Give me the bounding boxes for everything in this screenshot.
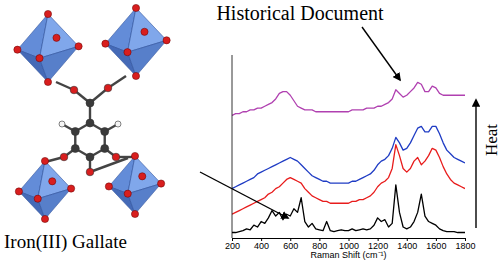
arrow: [362, 27, 400, 80]
oxygen-atom: [41, 157, 48, 164]
octahedron-face: [128, 184, 161, 214]
spectrum-line: [232, 82, 465, 115]
oxygen-atom: [44, 10, 51, 17]
x-tick: 1600: [426, 238, 446, 251]
x-tick-label: 1400: [397, 241, 417, 251]
x-tick: 400: [254, 238, 269, 251]
oxygen-atom: [68, 185, 75, 192]
oxygen-atom: [49, 178, 56, 185]
x-tick-label: 1600: [426, 241, 446, 251]
annotation: Historical Document: [216, 2, 384, 24]
hydrogen-atom: [59, 121, 65, 127]
oxygen-atom: [163, 37, 170, 44]
carbon-atom: [101, 145, 109, 153]
oxygen-atom: [70, 86, 78, 94]
oxygen-atom: [131, 210, 138, 217]
oxygen-atom: [124, 190, 131, 197]
arrow: [200, 172, 288, 218]
octahedron-face: [128, 40, 167, 76]
carbon-atom: [101, 128, 109, 136]
oxygen-atom: [75, 43, 82, 50]
octahedron: [15, 157, 74, 222]
oxygen-atom: [105, 183, 112, 190]
octahedron: [14, 10, 82, 85]
oxygen-atom: [132, 4, 139, 11]
y-axis-line: [232, 55, 233, 238]
arrow: [475, 100, 476, 228]
oxygen-atom: [112, 153, 120, 161]
oxygen-atom: [60, 153, 68, 161]
oxygen-atom: [131, 152, 138, 159]
spectrum-line: [232, 145, 465, 215]
oxygen-atom: [14, 46, 21, 53]
annotation: Iron(III) Gallate: [4, 231, 127, 253]
oxygen-atom: [36, 55, 43, 62]
oxygen-atom: [139, 173, 146, 180]
x-tick-label: 400: [254, 241, 269, 251]
carbon-atom: [71, 145, 79, 153]
molecule: [14, 4, 170, 222]
x-tick: 1400: [397, 238, 417, 251]
x-tick-label: 200: [225, 241, 240, 251]
carbon-atom: [71, 128, 79, 136]
oxygen-atom: [124, 49, 131, 56]
figure: 20040060080010001200140016001800Raman Sh…: [0, 0, 500, 261]
octahedron: [105, 152, 164, 217]
carbon-atom: [86, 119, 94, 127]
oxygen-atom: [102, 40, 109, 47]
x-tick-label: 1800: [455, 241, 475, 251]
octahedron-face: [40, 46, 79, 82]
annotation: Heat: [482, 124, 500, 156]
x-tick: 200: [225, 238, 240, 251]
x-tick: 1800: [455, 238, 475, 251]
octahedron-face: [38, 189, 71, 219]
oxygen-atom: [15, 188, 22, 195]
octahedron: [102, 4, 170, 79]
hydrogen-atom: [115, 121, 121, 127]
oxygen-atom: [158, 180, 165, 187]
spectrum-line: [232, 185, 465, 233]
oxygen-atom: [86, 168, 94, 176]
carbon-atom: [86, 153, 94, 161]
spectrum-line: [232, 126, 465, 188]
oxygen-atom: [41, 215, 48, 222]
oxygen-atom: [53, 34, 60, 41]
x-tick-label: 600: [283, 241, 298, 251]
carbon-atom: [86, 99, 94, 107]
x-tick: 600: [283, 238, 298, 251]
oxygen-atom: [44, 78, 51, 85]
plot-area: [232, 82, 465, 232]
oxygen-atom: [104, 84, 112, 92]
bond: [90, 158, 128, 172]
oxygen-atom: [34, 195, 41, 202]
oxygen-atom: [141, 28, 148, 35]
x-axis-title: Raman Shift (cm⁻¹): [310, 250, 386, 260]
oxygen-atom: [132, 72, 139, 79]
